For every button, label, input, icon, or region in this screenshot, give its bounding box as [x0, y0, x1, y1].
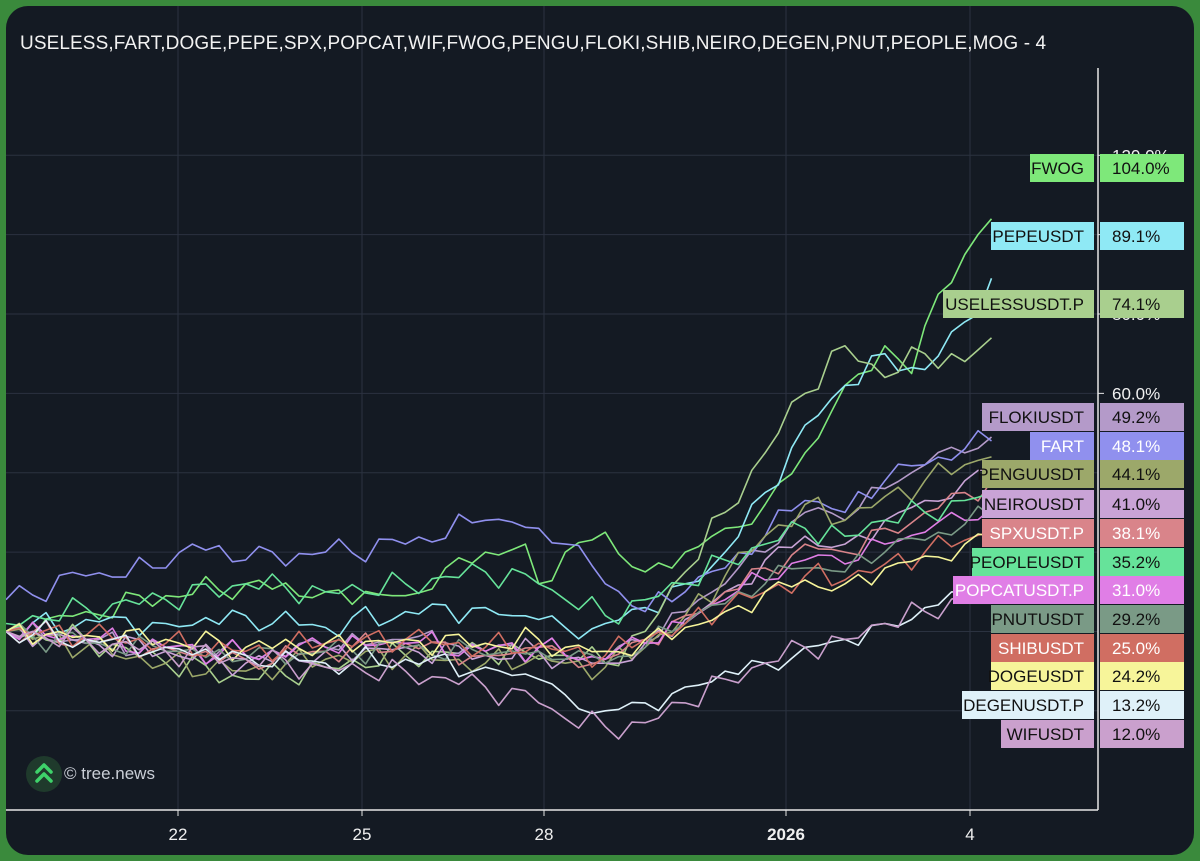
series-lines	[6, 218, 993, 740]
series-value-badge	[1100, 548, 1184, 576]
series-line	[6, 337, 993, 686]
series-value: 13.2%	[1112, 696, 1160, 715]
series-value-badge	[1100, 720, 1184, 748]
series-name-badge	[953, 576, 1094, 604]
series-value-badge	[1100, 634, 1184, 662]
series-value: 41.0%	[1112, 495, 1160, 514]
series-name-badge	[991, 605, 1094, 633]
series-name-badge	[991, 662, 1094, 690]
series-value-badge	[1100, 460, 1184, 488]
series-value: 12.0%	[1112, 725, 1160, 744]
series-value-badge	[1100, 605, 1184, 633]
series-value: 29.2%	[1112, 610, 1160, 629]
grid-lines	[6, 6, 1098, 810]
series-line	[6, 533, 992, 661]
series-labels: FWOG 104.0% PEPEUSDT 89.1% USELESSUSDT.P 74.1…	[943, 154, 1184, 748]
series-line	[6, 505, 992, 665]
series-name: WIFUSDT	[1007, 725, 1084, 744]
series-value-badge	[1100, 222, 1184, 250]
series-name: POPCATUSDT.P	[955, 581, 1084, 600]
series-line	[6, 507, 993, 665]
series-value-badge	[1100, 154, 1184, 182]
series-value: 38.1%	[1112, 524, 1160, 543]
double-chevron-up-icon	[35, 763, 53, 783]
series-name-badge	[991, 634, 1094, 662]
tree-news-logo	[26, 756, 62, 792]
series-value: 48.1%	[1112, 437, 1160, 456]
series-value-badge	[1100, 662, 1184, 690]
series-value-badge	[1100, 519, 1184, 547]
series-line	[6, 436, 993, 666]
series-value-badge	[1100, 576, 1184, 604]
series-value-badge	[1100, 290, 1184, 318]
series-name-badge	[972, 548, 1094, 576]
series-name-badge	[962, 691, 1094, 719]
series-value-badge	[1100, 403, 1184, 431]
x-tick-label: 2026	[767, 825, 805, 844]
series-name-badge	[1030, 432, 1094, 460]
series-line	[6, 531, 992, 668]
series-value-badge	[1100, 432, 1184, 460]
series-name: FLOKIUSDT	[989, 408, 1084, 427]
series-line	[6, 468, 992, 677]
series-name-badge	[1030, 154, 1094, 182]
series-name: USELESSUSDT.P	[945, 295, 1084, 314]
series-name: PNUTUSDT	[991, 610, 1084, 629]
series-name: FART	[1041, 437, 1084, 456]
series-name: SHIBUSDT	[998, 639, 1084, 658]
series-name: DEGENUSDT.P	[963, 696, 1084, 715]
series-value: 74.1%	[1112, 295, 1160, 314]
x-tick-label: 22	[169, 825, 188, 844]
series-line	[6, 491, 992, 627]
chart-panel: 120.0%100.0%80.0%60.0% 22 25 28 2026 4 FWOG 1…	[6, 6, 1194, 855]
series-value: 44.1%	[1112, 465, 1160, 484]
series-line	[6, 456, 992, 681]
series-value: 31.0%	[1112, 581, 1160, 600]
watermark: © tree.news	[64, 764, 155, 783]
chart-title: USELESS,FART,DOGE,PEPE,SPX,POPCAT,WIF,FW…	[20, 33, 1047, 54]
y-axis-ticks: 120.0%100.0%80.0%60.0%	[1098, 146, 1170, 403]
series-value: 104.0%	[1112, 159, 1170, 178]
series-name: PEPEUSDT	[992, 227, 1084, 246]
series-name-badge	[943, 290, 1094, 318]
axes	[6, 68, 1099, 811]
series-name-badge	[982, 519, 1094, 547]
series-name: FWOG	[1031, 159, 1084, 178]
x-tick-label: 28	[535, 825, 554, 844]
series-line	[6, 480, 993, 670]
series-name-badge	[991, 222, 1094, 250]
series-name: PEOPLEUSDT	[970, 553, 1084, 572]
series-value: 25.0%	[1112, 639, 1160, 658]
series-name: PENGUUSDT	[977, 465, 1084, 484]
series-name-badge	[982, 460, 1094, 488]
y-tick-label: 60.0%	[1112, 384, 1160, 403]
series-line	[6, 278, 993, 640]
series-value-badge	[1100, 490, 1184, 518]
chart-canvas: 120.0%100.0%80.0%60.0% 22 25 28 2026 4 FWOG 1…	[6, 6, 1184, 844]
x-tick-label: 25	[353, 825, 372, 844]
series-value-badge	[1100, 691, 1184, 719]
series-value: 35.2%	[1112, 553, 1160, 572]
series-name-badge	[982, 490, 1094, 518]
series-name: SPXUSDT.P	[990, 524, 1084, 543]
series-value: 24.2%	[1112, 667, 1160, 686]
series-name: DOGEUSDT	[988, 667, 1084, 686]
series-line	[6, 429, 992, 613]
x-axis-ticks: 22 25 28 2026 4	[169, 810, 975, 844]
series-line	[6, 218, 993, 639]
x-tick-label: 4	[965, 825, 974, 844]
series-name: NEIROUSDT	[984, 495, 1084, 514]
series-value: 89.1%	[1112, 227, 1160, 246]
series-value: 49.2%	[1112, 408, 1160, 427]
series-name-badge	[1001, 720, 1094, 748]
series-line	[6, 583, 992, 740]
series-name-badge	[982, 403, 1094, 431]
